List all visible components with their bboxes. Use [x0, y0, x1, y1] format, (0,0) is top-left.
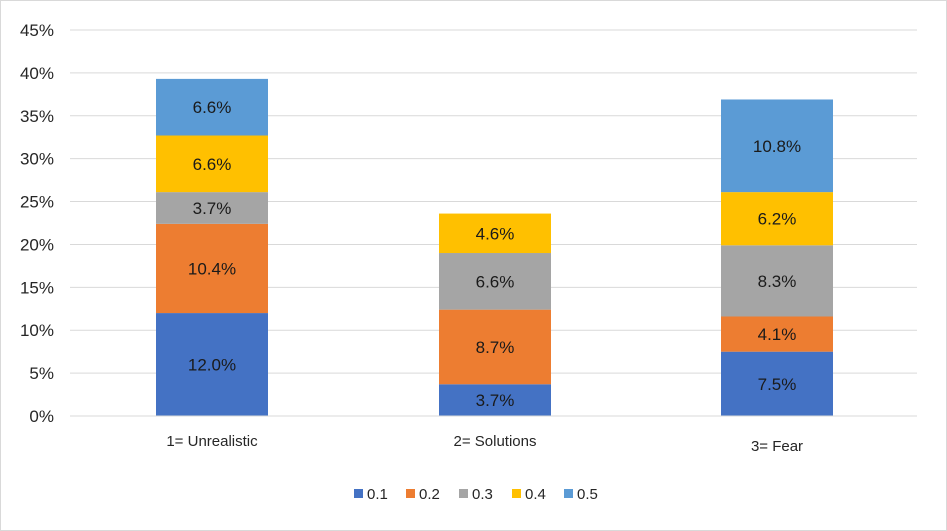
bar-segment	[156, 223, 268, 314]
bar-segment	[439, 309, 551, 385]
data-label: 8.7%	[476, 338, 515, 357]
data-label: 10.4%	[188, 259, 236, 278]
y-tick-label: 5%	[29, 364, 54, 383]
legend-swatch	[512, 489, 521, 498]
data-label: 6.6%	[193, 98, 232, 117]
x-category-label: 2= Solutions	[454, 433, 537, 450]
data-label: 3.7%	[193, 199, 232, 218]
y-tick-label: 25%	[20, 193, 54, 212]
x-axis: 1= Unrealistic 2= Solutions 3= Fear	[70, 415, 917, 455]
bar-segment	[721, 99, 833, 193]
y-tick-label: 10%	[20, 321, 54, 340]
bar-segment	[156, 78, 268, 136]
y-tick-label: 15%	[20, 278, 54, 297]
x-category-label: 3= Fear	[751, 438, 803, 455]
legend-swatch	[354, 489, 363, 498]
data-label: 6.2%	[758, 210, 797, 229]
legend-swatch	[459, 489, 468, 498]
data-label: 7.5%	[758, 375, 797, 394]
data-labels: 12.0% 10.4% 3.7% 6.6% 6.6% 3.7% 8.7% 6.6% 4.6% 7.…	[188, 98, 801, 410]
legend-label: 0.2	[419, 486, 440, 503]
data-label: 6.6%	[476, 272, 515, 291]
bar-segment	[721, 192, 833, 246]
bar-segment	[439, 253, 551, 310]
x-category-label: 1= Unrealistic	[166, 433, 258, 450]
legend-label: 0.5	[577, 486, 598, 503]
data-label: 12.0%	[188, 356, 236, 375]
bars	[156, 78, 833, 416]
data-label: 10.8%	[753, 137, 801, 156]
data-label: 4.1%	[758, 325, 797, 344]
y-tick-label: 20%	[20, 235, 54, 254]
data-label: 8.3%	[758, 272, 797, 291]
data-label: 4.6%	[476, 224, 515, 243]
legend-label: 0.4	[525, 486, 546, 503]
bar-segment	[439, 384, 551, 416]
bar-segment	[439, 213, 551, 254]
y-tick-label: 0%	[29, 407, 54, 426]
legend-label: 0.3	[472, 486, 493, 503]
bar-segment	[156, 313, 268, 416]
legend: 0.1 0.2 0.3 0.4 0.5	[354, 486, 598, 503]
legend-swatch	[564, 489, 573, 498]
y-tick-label: 45%	[20, 21, 54, 40]
bar-segment	[721, 351, 833, 416]
y-tick-label: 35%	[20, 107, 54, 126]
data-label: 3.7%	[476, 391, 515, 410]
y-axis: 0% 5% 10% 15% 20% 25% 30% 35% 40% 45%	[20, 21, 54, 426]
data-label: 6.6%	[193, 155, 232, 174]
bar-segment	[156, 135, 268, 193]
bar-segment	[156, 192, 268, 224]
legend-swatch	[406, 489, 415, 498]
y-tick-label: 30%	[20, 150, 54, 169]
bar-segment	[721, 245, 833, 317]
bar-segment	[721, 316, 833, 352]
y-tick-label: 40%	[20, 64, 54, 83]
legend-label: 0.1	[367, 486, 388, 503]
